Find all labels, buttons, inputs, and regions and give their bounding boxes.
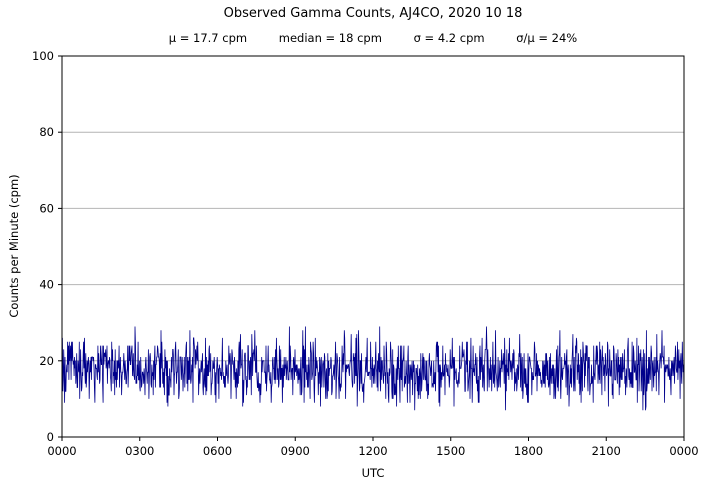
x-tick-label: 1800	[514, 444, 543, 458]
x-axis-label: UTC	[361, 466, 385, 480]
x-tick-label: 1200	[358, 444, 387, 458]
y-tick-label: 80	[39, 125, 54, 139]
x-tick-label: 0000	[47, 444, 76, 458]
stat-sigma: σ = 4.2 cpm	[413, 31, 485, 45]
x-tick-label: 1500	[436, 444, 465, 458]
y-tick-label: 100	[32, 49, 54, 63]
y-tick-label: 20	[39, 354, 54, 368]
x-tick-label: 0000	[669, 444, 698, 458]
stat-sigma-over-mu: σ/μ = 24%	[516, 31, 578, 45]
stat-mean: μ = 17.7 cpm	[168, 31, 248, 45]
x-tick-label: 0600	[203, 444, 232, 458]
y-tick-label: 40	[39, 278, 54, 292]
x-tick-label: 2100	[592, 444, 621, 458]
y-tick-label: 0	[47, 430, 54, 444]
stat-median: median = 18 cpm	[278, 31, 382, 45]
data-series-line	[61, 326, 685, 411]
chart-stats-line: μ = 17.7 cpm median = 18 cpm σ = 4.2 cpm…	[62, 31, 684, 45]
y-tick-label: 60	[39, 201, 54, 215]
x-tick-label: 0900	[281, 444, 310, 458]
x-tick-label: 0300	[125, 444, 154, 458]
chart-title: Observed Gamma Counts, AJ4CO, 2020 10 18	[223, 6, 523, 21]
